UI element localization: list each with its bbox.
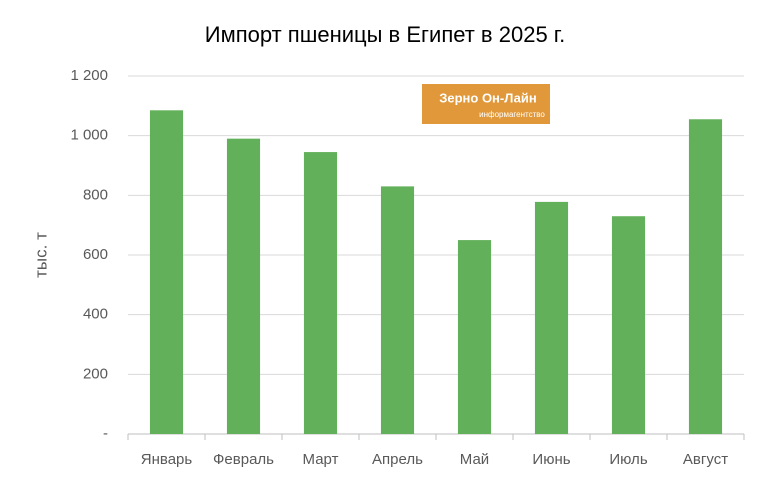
x-tick-label: Июль xyxy=(609,451,647,468)
y-tick-label: - xyxy=(103,425,108,442)
x-tick-label: Февраль xyxy=(213,451,274,468)
x-tick-label: Апрель xyxy=(372,451,423,468)
x-tick-label: Июнь xyxy=(532,451,570,468)
bar xyxy=(534,201,569,434)
x-tick-label: Январь xyxy=(141,451,193,468)
bar xyxy=(611,216,646,434)
watermark: Зерно Он-Лайн информагентство xyxy=(422,84,550,124)
bar xyxy=(149,110,184,434)
watermark-box xyxy=(422,84,550,124)
bar xyxy=(380,186,415,434)
x-tick-label: Март xyxy=(303,451,339,468)
y-tick-label: 1 000 xyxy=(70,127,108,144)
y-tick-label: 200 xyxy=(83,365,108,382)
bar xyxy=(226,138,261,434)
x-tick-label: Август xyxy=(683,451,728,468)
bar xyxy=(688,119,723,434)
bar xyxy=(457,240,492,434)
y-tick-label: 400 xyxy=(83,306,108,323)
bar xyxy=(303,152,338,434)
y-tick-label: 800 xyxy=(83,186,108,203)
y-tick-label: 600 xyxy=(83,246,108,263)
y-tick-label: 1 200 xyxy=(70,67,108,84)
x-tick-label: Май xyxy=(460,451,489,468)
watermark-subtitle: информагентство xyxy=(479,110,545,119)
y-axis-label: тыс. т xyxy=(31,232,50,278)
chart-title: Импорт пшеницы в Египет в 2025 г. xyxy=(205,22,566,47)
watermark-title: Зерно Он-Лайн xyxy=(439,90,537,105)
